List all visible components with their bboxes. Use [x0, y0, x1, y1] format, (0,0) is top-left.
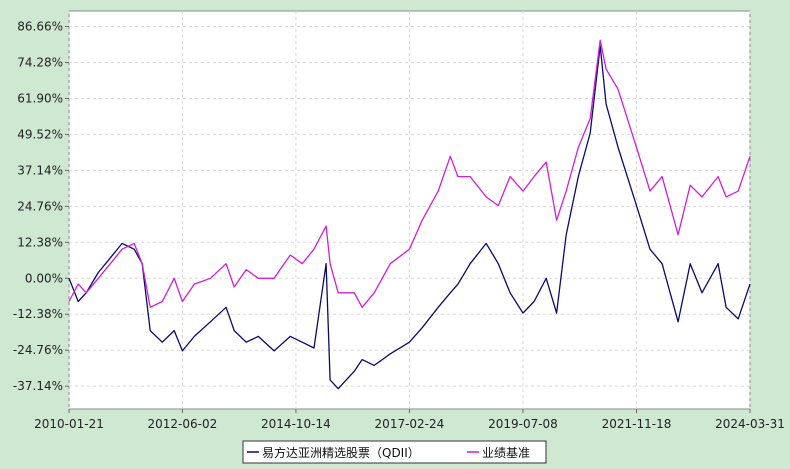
grid-layer [65, 11, 751, 413]
y-tick-label: 37.14% [17, 163, 63, 177]
x-tick-label: 2010-01-21 [34, 417, 104, 431]
x-tick-label: 2012-06-02 [148, 417, 218, 431]
y-tick-label: -37.14% [13, 379, 63, 393]
series-line-1 [68, 39, 751, 308]
y-axis-labels: 86.66% 74.28% 61.90% 49.52% 37.14% 24.76% 12.3… [13, 20, 63, 394]
x-tick-label: 2014-10-14 [261, 417, 331, 431]
y-tick-label: 0.00% [25, 271, 63, 285]
series-layer [68, 39, 751, 390]
x-axis-labels: 2010-01-21 2012-06-02 2014-10-14 2017-02-24… [34, 417, 785, 431]
legend-box [242, 440, 547, 464]
x-tick-label: 2024-03-31 [715, 417, 785, 431]
y-tick-label: 86.66% [17, 20, 63, 34]
y-tick-label: -24.76% [13, 343, 63, 357]
y-tick-label: 74.28% [17, 55, 63, 69]
x-tick-label: 2021-11-18 [602, 417, 672, 431]
series-line-0 [68, 45, 751, 390]
y-tick-label: 12.38% [17, 235, 63, 249]
x-tick-label: 2017-02-24 [375, 417, 445, 431]
y-tick-label: 49.52% [17, 127, 63, 141]
legend: 易方达亚洲精选股票（QDII） 业绩基准 [242, 440, 547, 464]
y-tick-label: 61.90% [17, 91, 63, 105]
legend-label-fund: 易方达亚洲精选股票（QDII） [262, 445, 420, 460]
y-tick-label: -12.38% [13, 307, 63, 321]
y-tick-label: 24.76% [17, 199, 63, 213]
legend-label-benchmark: 业绩基准 [482, 446, 530, 460]
x-tick-label: 2019-07-08 [488, 417, 558, 431]
